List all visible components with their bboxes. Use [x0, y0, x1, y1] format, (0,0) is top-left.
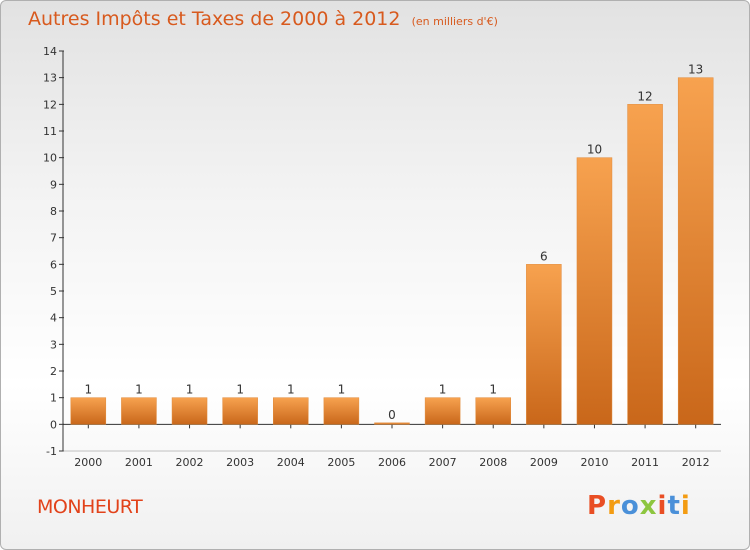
bar: [70, 397, 107, 425]
x-tick-label: 2012: [682, 456, 710, 469]
x-tick-label: 2009: [530, 456, 558, 469]
y-tick-label: 2: [50, 365, 57, 378]
x-tick-label: 2001: [125, 456, 153, 469]
bar-value-label: 1: [287, 383, 295, 397]
x-tick-label: 2010: [580, 456, 608, 469]
logo-letter: x: [639, 491, 658, 521]
logo-letter: i: [657, 491, 668, 521]
y-tick-label: 6: [50, 258, 57, 271]
bar: [374, 422, 410, 425]
bar: [323, 397, 360, 425]
bar-value-label: 1: [236, 383, 244, 397]
x-tick-label: 2007: [429, 456, 457, 469]
chart-unit-note: (en milliers d'€): [411, 15, 498, 28]
x-tick-label: 2011: [631, 456, 659, 469]
y-tick-label: 13: [43, 72, 57, 85]
bar: [222, 397, 258, 425]
y-tick-label: 1: [50, 392, 57, 405]
bar-value-label: 0: [388, 408, 396, 422]
y-tick-label: 10: [43, 152, 57, 165]
bar-value-label: 1: [489, 383, 497, 397]
chart-title: Autres Impôts et Taxes de 2000 à 2012 (e…: [28, 8, 498, 30]
commune-name: MONHEURT: [37, 496, 143, 518]
x-tick-label: 2003: [226, 456, 254, 469]
y-tick-label: 3: [50, 338, 57, 351]
bar-value-label: 1: [439, 383, 447, 397]
bar-value-label: 6: [540, 249, 548, 263]
bar-value-label: 1: [338, 383, 346, 397]
chart-title-text: Autres Impôts et Taxes de 2000 à 2012: [28, 8, 401, 30]
y-tick-label: 5: [50, 285, 57, 298]
y-tick-label: 12: [43, 98, 57, 111]
logo-letter: r: [607, 491, 621, 521]
bars: [70, 77, 714, 425]
y-tick-label: 8: [50, 205, 57, 218]
y-tick-label: 14: [43, 45, 57, 58]
bar: [171, 397, 208, 425]
y-tick-label: 0: [50, 418, 57, 431]
bar: [475, 397, 511, 425]
bar: [273, 397, 309, 425]
bar-value-label: 1: [186, 383, 194, 397]
bar: [677, 77, 714, 425]
bar-value-label: 1: [135, 383, 143, 397]
x-tick-label: 2002: [176, 456, 204, 469]
y-tick-label: 4: [50, 312, 57, 325]
logo-letter: P: [587, 491, 608, 521]
x-tick-label: 2000: [74, 456, 102, 469]
y-tick-label: -1: [46, 445, 57, 458]
bar-value-label: 13: [688, 63, 703, 77]
x-tick-label: 2004: [277, 456, 305, 469]
y-tick-label: 9: [50, 178, 57, 191]
y-tick-label: 7: [50, 232, 57, 245]
bar: [424, 397, 461, 425]
bar-value-label: 10: [587, 143, 602, 157]
proxiti-logo[interactable]: Proxiti: [587, 491, 691, 521]
bar: [576, 157, 613, 425]
bar: [121, 397, 157, 425]
logo-letter: t: [667, 491, 681, 521]
x-axis: 2000 2001 2002 2003 2004 2005 2006 2007 2008 2009…: [63, 423, 721, 469]
y-tick-label: 11: [43, 125, 57, 138]
x-tick-label: 2005: [327, 456, 355, 469]
bar: [627, 104, 663, 425]
logo-letter: o: [620, 491, 640, 521]
bar-value-label: 12: [637, 89, 652, 103]
bar-value-label: 1: [84, 383, 92, 397]
bar: [526, 264, 562, 425]
logo-letter: i: [680, 491, 691, 521]
x-tick-label: 2006: [378, 456, 406, 469]
x-tick-label: 2008: [479, 456, 507, 469]
